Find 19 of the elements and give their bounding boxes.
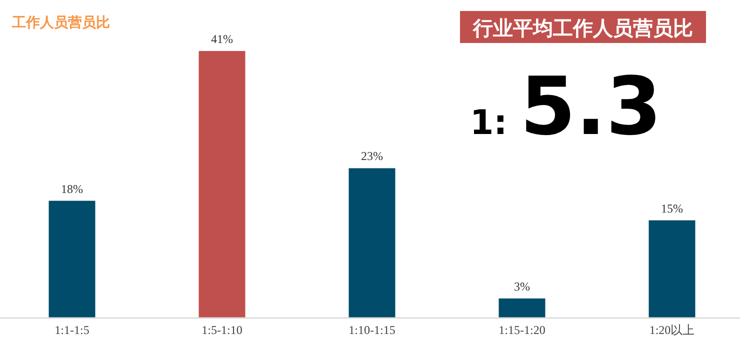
bar: [198, 51, 246, 318]
x-tick-label: 1:20以上: [649, 323, 695, 337]
annotation: 5.3: [520, 60, 662, 153]
x-tick-label: 1:15-1:20: [498, 323, 546, 337]
data-label: 15%: [661, 201, 683, 216]
bar: [498, 298, 546, 318]
bar: [348, 168, 396, 318]
x-tick-label: 1:10-1:15: [348, 323, 396, 337]
annotation: 1:: [470, 103, 508, 143]
text: 行业平均工作人员营员比: [472, 16, 693, 40]
data-label: 18%: [61, 182, 83, 196]
x-tick-label: 1:5-1:10: [202, 323, 242, 337]
x-tick-label: 1:1-1:5: [54, 323, 90, 337]
bar: [648, 220, 696, 318]
chart-title: 工作人员营员比: [11, 15, 110, 31]
data-label: 41%: [211, 32, 233, 46]
bar: [48, 200, 96, 318]
data-label: 3%: [514, 279, 530, 294]
data-label: 23%: [361, 149, 383, 164]
